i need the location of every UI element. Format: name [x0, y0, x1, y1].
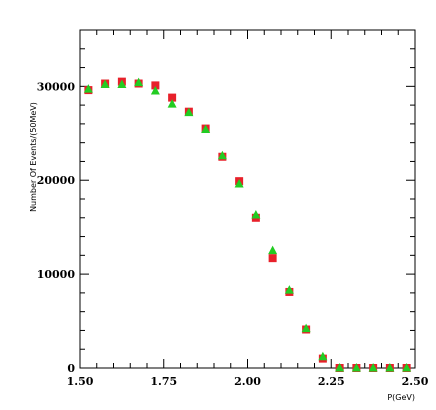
x-tick-label: 2.25	[318, 375, 345, 388]
data-point-square	[151, 81, 160, 90]
x-tick-label: 2.50	[402, 375, 429, 388]
data-point-triangle	[284, 285, 294, 294]
data-point-triangle	[100, 79, 110, 88]
data-points	[83, 77, 412, 372]
data-point-triangle	[184, 107, 194, 117]
data-point-triangle	[268, 245, 278, 255]
data-point-triangle	[83, 84, 93, 93]
data-point-triangle	[234, 178, 244, 188]
x-tick-label: 2.00	[234, 375, 261, 388]
data-point-triangle	[301, 323, 311, 333]
data-point-triangle	[335, 363, 345, 372]
data-point-square	[168, 93, 177, 102]
data-point-square	[268, 254, 277, 263]
y-axis: 0 10000 20000 30000	[37, 29, 415, 375]
plot-frame	[79, 29, 416, 369]
x-tick-label: 1.75	[150, 375, 177, 388]
x-tick-label: 1.50	[67, 375, 94, 388]
x-axis-label: P(GeV)	[387, 393, 415, 402]
y-tick-label: 30000	[37, 80, 76, 93]
data-point-triangle	[201, 124, 211, 134]
data-point-triangle	[318, 351, 328, 361]
data-point-triangle	[368, 363, 378, 372]
data-point-triangle	[217, 150, 227, 160]
data-point-triangle	[150, 86, 160, 95]
x-axis: 1.50 1.75 2.00 2.25 2.50	[67, 30, 429, 388]
data-point-triangle	[134, 77, 144, 87]
data-point-triangle	[385, 363, 395, 372]
y-tick-label: 20000	[37, 174, 76, 187]
data-point-triangle	[251, 209, 261, 219]
y-tick-label: 10000	[37, 268, 76, 281]
y-axis-label: Number Of Events/(50MeV)	[29, 102, 38, 212]
y-tick-label: 0	[67, 362, 75, 375]
data-point-triangle	[167, 99, 177, 108]
data-point-triangle	[402, 363, 412, 372]
data-point-triangle	[117, 79, 127, 88]
data-point-triangle	[351, 363, 361, 372]
